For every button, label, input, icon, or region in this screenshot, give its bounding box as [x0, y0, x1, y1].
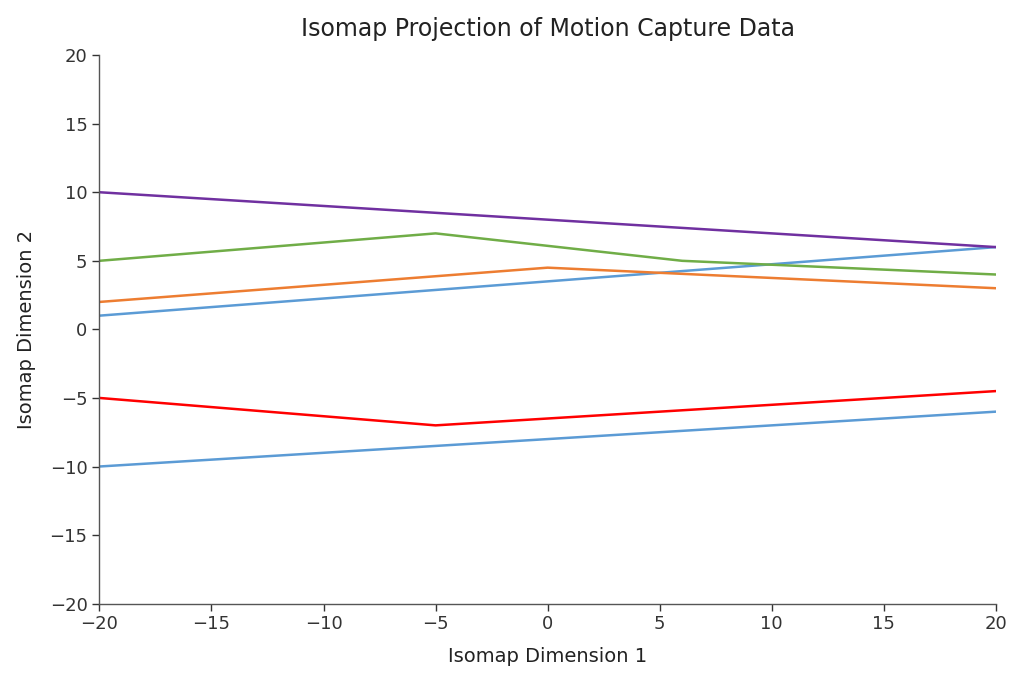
Title: Isomap Projection of Motion Capture Data: Isomap Projection of Motion Capture Data: [301, 16, 795, 41]
Y-axis label: Isomap Dimension 2: Isomap Dimension 2: [16, 229, 36, 429]
X-axis label: Isomap Dimension 1: Isomap Dimension 1: [449, 647, 647, 667]
